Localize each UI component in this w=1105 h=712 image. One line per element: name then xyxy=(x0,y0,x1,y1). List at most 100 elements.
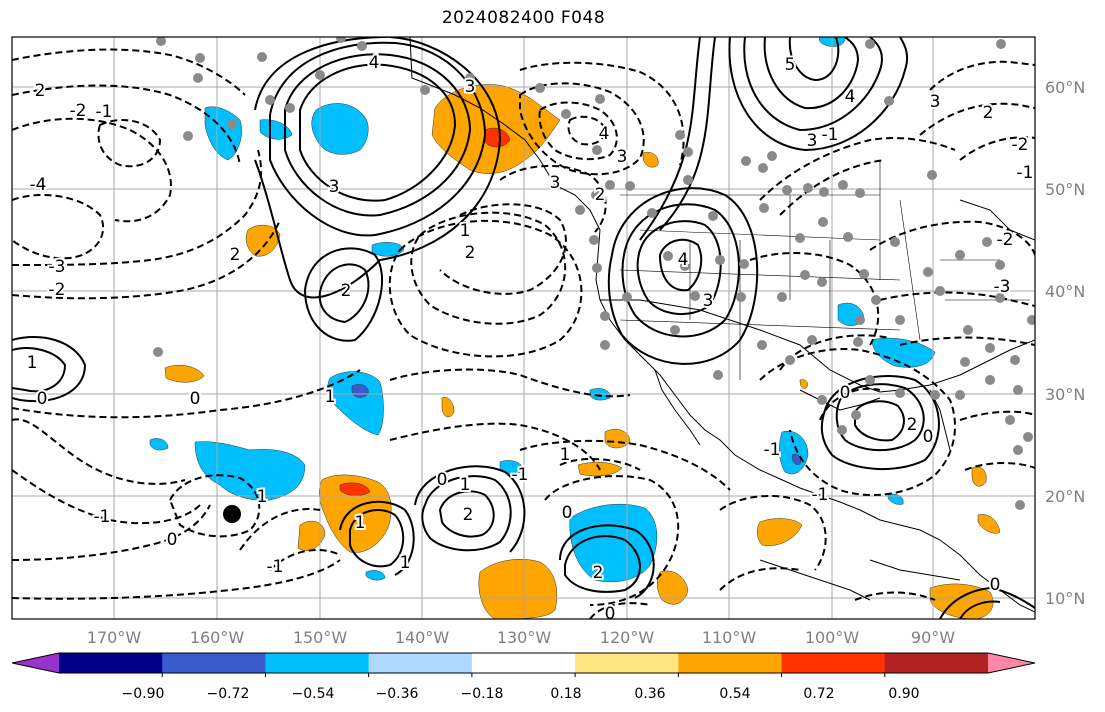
negative-anomaly-region xyxy=(371,242,405,257)
colorbar-swatch xyxy=(471,653,576,673)
contour-label: -3 xyxy=(49,257,66,277)
contour-label: 0 xyxy=(923,427,934,447)
contour-label: 1 xyxy=(460,221,471,241)
contour-label: 1 xyxy=(325,387,336,407)
negative-anomaly-region xyxy=(757,518,803,546)
colorbar-extend-min xyxy=(12,653,59,673)
contour-label: 1 xyxy=(27,353,38,373)
colorbar-tick-label: −0.54 xyxy=(292,686,335,702)
contour-label: 0 xyxy=(37,389,48,409)
contour-label: -2 xyxy=(1012,135,1029,155)
contour-label: -1 xyxy=(267,557,284,577)
lon-label: 110°W xyxy=(702,628,757,647)
strong-positive-region xyxy=(484,127,511,148)
colorbar-tick-label: −0.72 xyxy=(207,686,250,702)
colorbar-swatch xyxy=(162,653,266,673)
contour-label: 4 xyxy=(845,87,856,107)
contour-label: -4 xyxy=(30,175,47,195)
lat-label: 20°N xyxy=(1045,487,1085,506)
strong-positive-region xyxy=(339,482,371,496)
negative-anomaly-region xyxy=(779,430,809,475)
colorbar-swatch xyxy=(884,653,989,673)
colorbar-swatch xyxy=(265,653,370,673)
colorbar-tick-label: 0.18 xyxy=(550,686,581,702)
contour-label: 2 xyxy=(341,281,352,301)
negative-contours xyxy=(12,48,1035,619)
contour-label: 3 xyxy=(807,131,818,151)
negative-anomaly-region xyxy=(149,438,169,451)
colorbar-tick-labels: −0.90 −0.72 −0.54 −0.36 −0.18 0.18 0.36 … xyxy=(122,686,920,702)
negative-anomaly-region xyxy=(327,371,384,436)
contour-label: 2 xyxy=(983,103,994,123)
contour-label: 0 xyxy=(190,389,201,409)
lon-label: 160°W xyxy=(190,628,245,647)
contour-label: 3 xyxy=(465,77,476,97)
negative-anomaly-region xyxy=(365,570,386,581)
contour-label: 2 xyxy=(463,505,474,525)
contour-label: 0 xyxy=(990,575,1001,595)
positive-contours xyxy=(12,37,1035,619)
negative-anomaly-region xyxy=(887,493,904,505)
contour-label: 4 xyxy=(369,53,380,73)
lon-label: 150°W xyxy=(293,628,348,647)
colorbar-swatch xyxy=(368,653,473,673)
contour-label: 0 xyxy=(605,604,616,624)
colorbar-tick-label: 0.54 xyxy=(719,686,750,702)
negative-anomaly-region xyxy=(311,103,369,155)
lat-label: 50°N xyxy=(1045,180,1085,199)
contour-label: 4 xyxy=(678,250,689,270)
state-borders xyxy=(619,160,1030,380)
contour-label: -1 xyxy=(512,465,529,485)
contour-label: 3 xyxy=(329,177,340,197)
positive-anomaly-region xyxy=(657,570,689,605)
contour-label: 1 xyxy=(460,475,471,495)
positive-anomaly-region xyxy=(799,379,808,389)
coastlines xyxy=(409,37,1035,613)
positive-anomaly-region xyxy=(297,520,326,551)
lon-label: 120°W xyxy=(600,628,655,647)
colorbar-swatch xyxy=(59,653,163,673)
contour-label: 4 xyxy=(599,124,610,144)
positive-anomaly-region xyxy=(642,151,659,168)
colorbar-outline xyxy=(11,652,1036,674)
positive-anomaly-region xyxy=(441,397,455,418)
longitude-labels: 170°W 160°W 150°W 140°W 130°W 120°W 110°… xyxy=(87,628,955,647)
contour-label: 3 xyxy=(550,173,561,193)
colorbar-tick-label: 0.36 xyxy=(634,686,665,702)
contour-label: -1 xyxy=(764,440,781,460)
contour-label: 0 xyxy=(840,383,851,403)
contour-label: 2 xyxy=(593,563,604,583)
contour-label: 2 xyxy=(35,81,46,101)
contour-label: 0 xyxy=(437,470,448,490)
colorbar-tick-label: −0.90 xyxy=(122,686,165,702)
colorbar-tick-label: −0.36 xyxy=(376,686,419,702)
colorbar-tick-label: 0.72 xyxy=(803,686,834,702)
positive-anomaly-region xyxy=(164,365,205,383)
positive-anomaly-region xyxy=(478,559,558,619)
contour-label: -1 xyxy=(96,102,113,122)
lat-label: 60°N xyxy=(1045,78,1085,97)
positive-anomaly-region xyxy=(319,474,392,553)
colorbar-swatch xyxy=(575,653,679,673)
lat-label: 10°N xyxy=(1045,589,1085,608)
lon-label: 140°W xyxy=(395,628,450,647)
colorbar-swatch xyxy=(781,653,886,673)
contour-label: -2 xyxy=(49,280,66,300)
lon-label: 90°W xyxy=(911,628,955,647)
map-title: 2024082400 F048 xyxy=(441,8,606,28)
contour-label: -1 xyxy=(822,125,839,145)
colorbar-tick-label: 0.90 xyxy=(888,686,919,702)
lat-label: 40°N xyxy=(1045,282,1085,301)
positive-anomaly-region xyxy=(971,466,987,487)
colorbar xyxy=(11,652,1036,677)
map-frame xyxy=(11,36,1036,620)
contour-label: 2 xyxy=(907,415,918,435)
contour-label: 5 xyxy=(785,55,796,75)
lon-label: 130°W xyxy=(497,628,552,647)
contour-label: 2 xyxy=(465,243,476,263)
lat-label: 30°N xyxy=(1045,385,1085,404)
contour-label: 1 xyxy=(400,553,411,573)
colorbar-tick-label: −0.18 xyxy=(461,686,504,702)
lon-label: 170°W xyxy=(87,628,142,647)
contour-label: -1 xyxy=(94,507,111,527)
